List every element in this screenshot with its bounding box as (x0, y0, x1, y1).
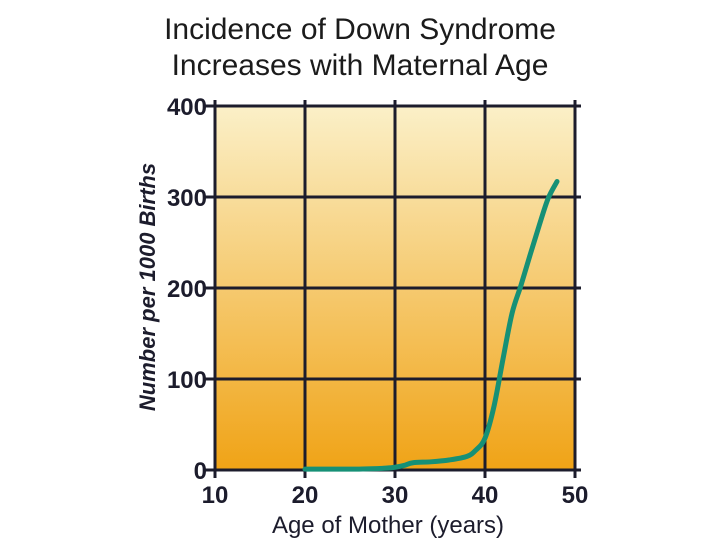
series (302, 179, 560, 472)
axis-ticks: 10 20 30 40 50 0 100 200 300 400 (167, 94, 588, 509)
y-axis-label: Number per 1000 Births (135, 163, 160, 411)
chart-title-line-1: Incidence of Down Syndrome (164, 13, 556, 46)
x-tick-label: 50 (562, 482, 589, 509)
y-tick-label: 200 (167, 276, 207, 303)
x-tick-label: 10 (202, 482, 229, 509)
series-line (302, 179, 560, 472)
x-tick-label: 20 (292, 482, 319, 509)
y-tick-label: 300 (167, 185, 207, 212)
y-tick-label: 400 (167, 94, 207, 121)
grid (205, 100, 581, 478)
x-tick-label: 40 (472, 482, 499, 509)
y-tick-label: 0 (194, 458, 207, 485)
y-tick-label: 100 (167, 367, 207, 394)
x-axis-label: Age of Mother (years) (272, 512, 504, 539)
chart-title: Incidence of Down Syndrome Increases wit… (0, 12, 720, 84)
x-tick-label: 30 (382, 482, 409, 509)
chart-title-line-2: Increases with Maternal Age (171, 49, 549, 82)
